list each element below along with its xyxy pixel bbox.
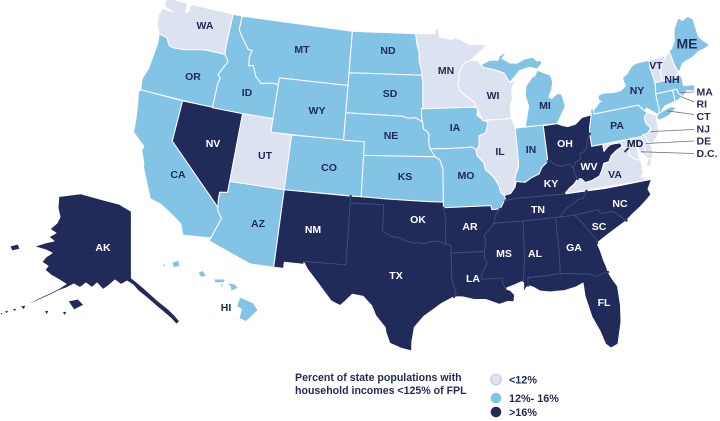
svg-text:ID: ID bbox=[242, 87, 253, 99]
svg-text:HI: HI bbox=[221, 302, 232, 314]
svg-text:CO: CO bbox=[321, 162, 337, 174]
svg-text:NV: NV bbox=[206, 138, 221, 150]
svg-text:SC: SC bbox=[592, 221, 607, 233]
svg-text:TN: TN bbox=[531, 204, 545, 216]
svg-text:AL: AL bbox=[528, 248, 543, 260]
svg-text:LA: LA bbox=[466, 273, 480, 285]
svg-text:MD: MD bbox=[627, 138, 644, 150]
svg-text:FL: FL bbox=[598, 297, 611, 309]
svg-text:>16%: >16% bbox=[509, 407, 537, 419]
svg-text:RI: RI bbox=[697, 98, 708, 110]
svg-text:NE: NE bbox=[384, 130, 399, 142]
svg-text:MI: MI bbox=[539, 100, 551, 112]
svg-text:KY: KY bbox=[544, 178, 559, 190]
svg-text:NC: NC bbox=[612, 198, 628, 210]
svg-text:SD: SD bbox=[383, 88, 398, 100]
svg-text:AK: AK bbox=[95, 242, 111, 254]
svg-text:IA: IA bbox=[450, 122, 461, 134]
svg-text:OK: OK bbox=[410, 214, 426, 226]
svg-text:MD: MD bbox=[627, 138, 644, 150]
svg-text:IN: IN bbox=[526, 144, 537, 156]
svg-text:MO: MO bbox=[458, 170, 475, 182]
svg-text:MN: MN bbox=[438, 65, 454, 77]
svg-text:UT: UT bbox=[258, 150, 273, 162]
svg-text:AR: AR bbox=[462, 221, 478, 233]
svg-text:CT: CT bbox=[697, 111, 712, 123]
svg-text:PA: PA bbox=[610, 120, 624, 132]
svg-text:DE: DE bbox=[697, 136, 712, 148]
svg-text:OH: OH bbox=[557, 138, 573, 150]
svg-text:CA: CA bbox=[170, 169, 186, 181]
svg-text:WI: WI bbox=[487, 90, 500, 102]
svg-text:household incomes <125% of FPL: household incomes <125% of FPL bbox=[295, 385, 467, 397]
svg-text:NH: NH bbox=[664, 74, 679, 86]
svg-text:NM: NM bbox=[305, 224, 322, 236]
svg-text:MS: MS bbox=[496, 248, 512, 260]
svg-text:TX: TX bbox=[389, 270, 402, 282]
svg-text:MT: MT bbox=[294, 44, 310, 56]
svg-text:MA: MA bbox=[697, 87, 714, 99]
svg-text:WV: WV bbox=[581, 161, 598, 173]
svg-text:ND: ND bbox=[380, 45, 396, 57]
svg-text:OR: OR bbox=[185, 71, 201, 83]
svg-text:IL: IL bbox=[495, 146, 505, 158]
svg-text:AZ: AZ bbox=[251, 218, 266, 230]
svg-text:Percent of state populations w: Percent of state populations with bbox=[295, 372, 462, 384]
svg-text:D.C.: D.C. bbox=[697, 148, 718, 160]
svg-text:KS: KS bbox=[398, 171, 413, 183]
svg-text:VA: VA bbox=[608, 169, 622, 181]
svg-text:ME: ME bbox=[677, 36, 698, 52]
svg-text:VT: VT bbox=[649, 60, 663, 72]
svg-text:<12%: <12% bbox=[509, 374, 537, 386]
svg-text:12%- 16%: 12%- 16% bbox=[509, 393, 559, 405]
svg-text:WA: WA bbox=[197, 20, 214, 32]
svg-text:NJ: NJ bbox=[697, 123, 711, 135]
svg-text:GA: GA bbox=[566, 242, 582, 254]
svg-text:NY: NY bbox=[630, 85, 645, 97]
svg-text:WY: WY bbox=[309, 105, 326, 117]
